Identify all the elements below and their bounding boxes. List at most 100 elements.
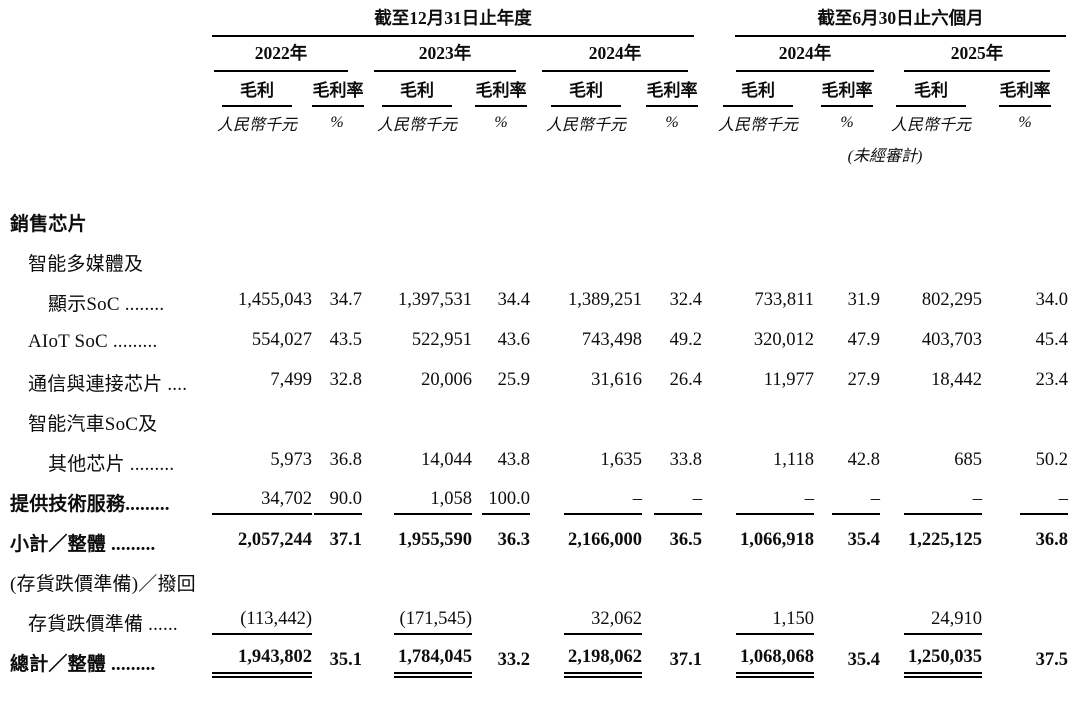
row-label: 存貨跌價準備 ...... — [28, 613, 178, 635]
table-row: 小計／整體 ......... 2,057,244 37.1 1,955,590 36.… — [2, 522, 1068, 562]
cell-value — [564, 264, 642, 267]
gross-margin-cell: 33.8 — [642, 442, 702, 482]
cell-value: 34,702 — [212, 489, 312, 515]
gross-profit-cell: 11,977 — [702, 362, 814, 402]
cell-value — [1020, 264, 1068, 267]
gross-profit-cell: 1,225,125 — [880, 522, 982, 562]
unit-pct: % — [1018, 114, 1032, 131]
cell-value: 35.1 — [329, 650, 362, 670]
cell-value — [212, 424, 312, 427]
gross-profit-cell: 18,442 — [880, 362, 982, 402]
gross-profit-header: 毛利 — [880, 74, 982, 108]
cell-value — [314, 624, 362, 627]
cell-value: 1,455,043 — [238, 290, 312, 310]
gross-margin-header: 毛利率 — [982, 74, 1068, 108]
cell-value: (171,545) — [394, 609, 472, 635]
cell-value — [904, 584, 982, 587]
gross-margin-cell — [642, 562, 702, 602]
cell-value: 42.8 — [847, 450, 880, 470]
gross-profit-header: 毛利 — [202, 74, 312, 108]
gross-margin-cell: 43.5 — [312, 322, 362, 362]
gross-margin-cell — [982, 202, 1068, 242]
unit-pct: % — [665, 114, 679, 131]
cell-value: 2,198,062 — [564, 647, 642, 678]
unit-rmb: 人民幣千元 — [376, 117, 457, 134]
cell-value: – — [736, 489, 814, 515]
cell-value: 26.4 — [669, 370, 702, 390]
row-label: 銷售芯片 — [10, 213, 87, 235]
cell-value: 43.8 — [497, 450, 530, 470]
gross-profit-cell — [530, 402, 642, 442]
gross-margin-cell: – — [814, 482, 880, 522]
unaudited-row: (未經審計) — [2, 138, 1068, 170]
year-2024-interim: 2024年 — [702, 38, 880, 74]
measure-header-row: 毛利 毛利率 毛利 毛利率 毛利 毛利率 毛利 毛利率 毛利 毛利率 — [2, 74, 1068, 108]
gross-margin-cell — [472, 562, 530, 602]
annual-period-title: 截至12月31日止年度 — [212, 5, 694, 37]
year-label: 2024年 — [778, 43, 832, 63]
gross-profit-cell: 1,150 — [702, 602, 814, 642]
unit-pct: % — [494, 114, 508, 131]
unit-header-row: 人民幣千元 % 人民幣千元 % 人民幣千元 % 人民幣千元 % 人民幣千元 % — [2, 108, 1068, 138]
cell-value: 1,250,035 — [904, 647, 982, 678]
sixmonth-period-group: 截至6月30日止六個月 — [702, 4, 1068, 38]
cell-value: 43.5 — [329, 330, 362, 350]
gross-profit-cell: – — [880, 482, 982, 522]
cell-value: (113,442) — [212, 609, 312, 635]
cell-value: 1,943,802 — [212, 647, 312, 678]
year-2023: 2023年 — [362, 38, 530, 74]
cell-value — [564, 424, 642, 427]
gross-margin-header: 毛利率 — [642, 74, 702, 108]
cell-value — [1020, 584, 1068, 587]
gross-margin-cell: 42.8 — [814, 442, 880, 482]
gross-margin-cell — [982, 402, 1068, 442]
cell-value — [832, 424, 880, 427]
table-row: 銷售芯片 — [2, 202, 1068, 242]
cell-value: – — [1020, 489, 1068, 515]
gross-margin-cell — [814, 602, 880, 642]
cell-value — [904, 424, 982, 427]
gross-profit-cell — [880, 562, 982, 602]
gross-profit-cell: 5,973 — [202, 442, 312, 482]
gross-margin-cell — [814, 562, 880, 602]
row-label: 提供技術服務......... — [10, 493, 170, 515]
cell-value: 1,389,251 — [568, 290, 642, 310]
cell-value — [564, 224, 642, 227]
gross-profit-cell — [202, 402, 312, 442]
cell-value: 34.0 — [1035, 290, 1068, 310]
cell-value: 14,044 — [421, 450, 472, 470]
gross-margin-header: 毛利率 — [312, 74, 364, 108]
cell-value — [212, 264, 312, 267]
gross-margin-cell — [642, 202, 702, 242]
row-label: AIoT SoC ......... — [28, 331, 158, 352]
unit-rmb: 人民幣千元 — [545, 117, 626, 134]
cell-value — [832, 224, 880, 227]
table-row: 通信與連接芯片 .... 7,499 32.8 20,006 25.9 31,616 26.… — [2, 362, 1068, 402]
gross-margin-cell: – — [642, 482, 702, 522]
cell-value — [1020, 224, 1068, 227]
unit-rmb: 人民幣千元 — [717, 117, 798, 134]
gross-margin-cell — [472, 402, 530, 442]
cell-value — [394, 584, 472, 587]
gross-profit-cell: 733,811 — [702, 282, 814, 322]
gross-margin-cell — [982, 602, 1068, 642]
gross-profit-cell: 34,702 — [202, 482, 312, 522]
cell-value — [832, 624, 880, 627]
cell-value: 43.6 — [497, 330, 530, 350]
gross-profit-cell: 1,058 — [362, 482, 472, 522]
gross-profit-cell: 320,012 — [702, 322, 814, 362]
gross-profit-cell — [362, 242, 472, 282]
gross-margin-cell — [312, 402, 362, 442]
cell-value: 45.4 — [1035, 330, 1068, 350]
unit-rmb: 人民幣千元 — [890, 117, 971, 134]
gross-margin-cell: 27.9 — [814, 362, 880, 402]
year-label: 2024年 — [588, 43, 642, 63]
gross-profit-header: 毛利 — [362, 74, 472, 108]
gross-profit-cell: 14,044 — [362, 442, 472, 482]
gross-margin-cell: 34.4 — [472, 282, 530, 322]
table-row: 智能多媒體及 — [2, 242, 1068, 282]
gross-margin-cell: 35.1 — [312, 642, 362, 682]
gross-margin-cell: 33.2 — [472, 642, 530, 682]
cell-value: 1,955,590 — [398, 530, 472, 550]
cell-value — [482, 584, 530, 587]
